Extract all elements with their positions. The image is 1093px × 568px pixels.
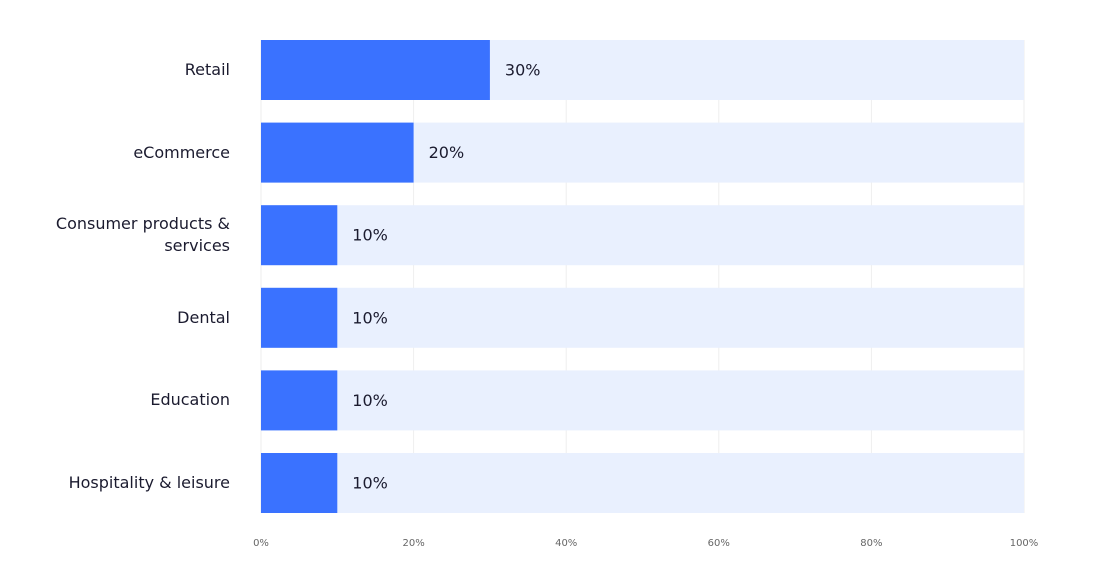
bar xyxy=(261,122,414,183)
value-label: 10% xyxy=(352,226,388,245)
category-label: Education xyxy=(150,390,230,410)
x-tick-label: 0% xyxy=(253,538,269,549)
category-label: Consumer products & services xyxy=(55,214,230,256)
bar xyxy=(261,40,490,100)
category-label: Retail xyxy=(184,60,230,79)
x-tick-label: 100% xyxy=(1010,538,1039,549)
x-tick-label: 20% xyxy=(402,538,424,549)
value-label: 10% xyxy=(352,474,388,493)
value-label: 20% xyxy=(429,143,465,162)
track xyxy=(261,205,1024,266)
x-tick-label: 80% xyxy=(860,538,882,549)
value-label: 10% xyxy=(352,308,388,327)
bar xyxy=(261,453,338,513)
track xyxy=(261,287,1024,348)
value-label: 10% xyxy=(352,391,388,410)
category-label: eCommerce xyxy=(133,142,230,162)
track xyxy=(261,453,1024,513)
bar xyxy=(261,370,338,431)
value-label: 30% xyxy=(505,61,541,80)
x-tick-label: 40% xyxy=(555,538,577,549)
bar xyxy=(261,205,338,266)
x-tick-label: 60% xyxy=(708,538,730,549)
track xyxy=(261,370,1024,431)
category-label: Hospitality & leisure xyxy=(68,473,230,492)
category-label: Dental xyxy=(177,307,230,327)
bar xyxy=(261,287,338,348)
